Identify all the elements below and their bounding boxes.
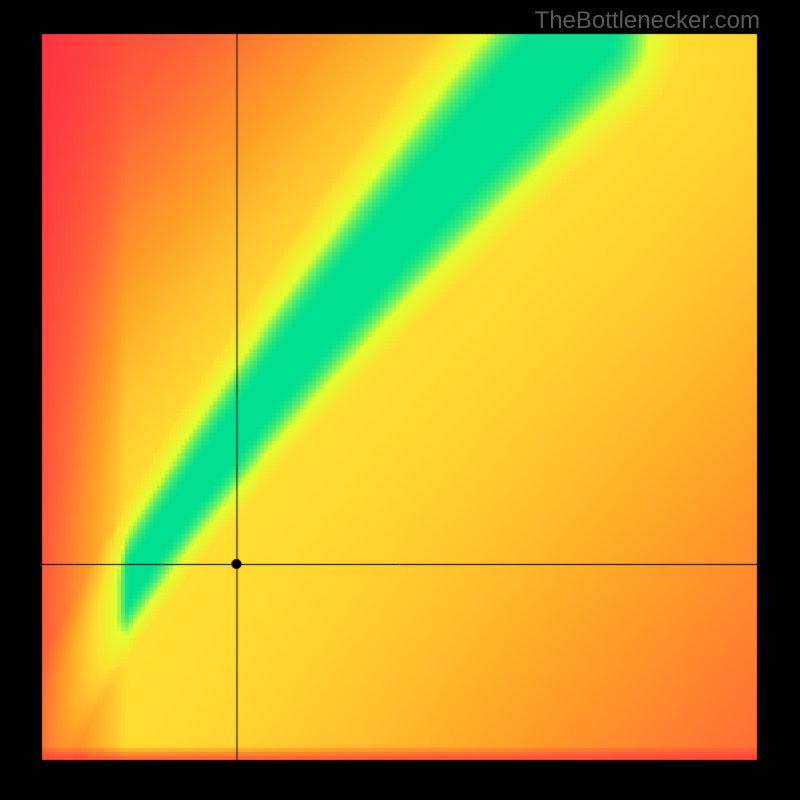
heatmap-chart: [0, 0, 800, 800]
watermark-text: TheBottlenecker.com: [535, 7, 760, 35]
chart-container: TheBottlenecker.com: [0, 0, 800, 800]
